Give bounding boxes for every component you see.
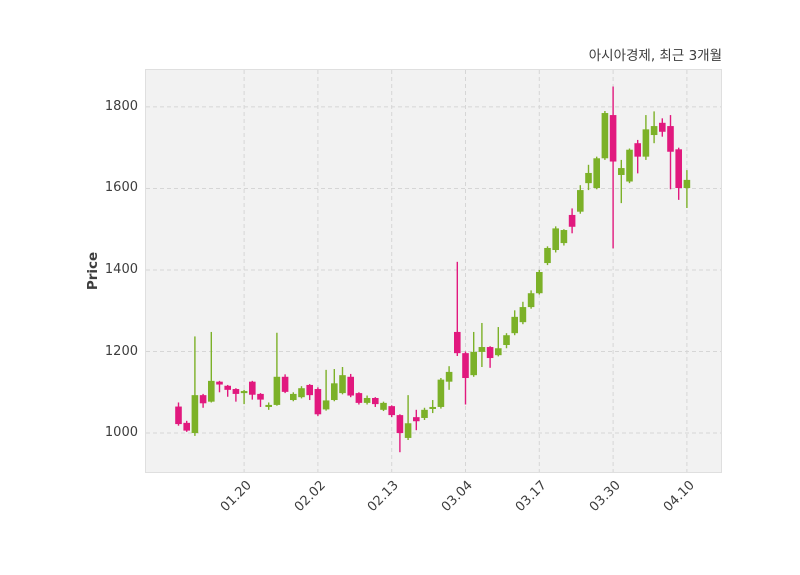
candle-body <box>191 395 199 434</box>
candle-wick <box>407 395 409 440</box>
candle-wick <box>235 388 237 402</box>
candle-body <box>437 379 445 407</box>
candle-body <box>495 348 502 356</box>
candle-body <box>388 406 395 416</box>
candle-body <box>650 126 658 136</box>
candle-wick <box>456 261 458 356</box>
candle-body <box>339 375 346 394</box>
candle-body <box>511 316 518 334</box>
candle-body <box>257 393 264 400</box>
y-tick-label: 1600 <box>104 180 138 196</box>
plot-background <box>145 69 722 473</box>
candlestick-svg <box>145 69 722 473</box>
candle-body <box>552 228 559 251</box>
candle-body <box>659 122 666 132</box>
candle-body <box>208 380 215 402</box>
candle-body <box>413 417 420 422</box>
candle-wick <box>194 336 196 436</box>
candle-wick <box>218 380 221 393</box>
candle-body <box>199 395 207 404</box>
candle-body <box>593 158 600 189</box>
candle-body <box>667 126 674 152</box>
candle-body <box>626 149 633 182</box>
candle-body <box>470 351 477 376</box>
candle-wick <box>259 393 262 407</box>
candle-wick <box>325 369 327 411</box>
candle-body <box>363 397 371 403</box>
candle-body <box>249 381 256 395</box>
candle-body <box>404 423 412 438</box>
candle-wick <box>620 159 622 204</box>
candle-body <box>634 143 641 157</box>
candle-body <box>331 383 338 401</box>
candle-body <box>429 406 436 409</box>
candle-body <box>232 389 240 394</box>
chart-title: 아시아경제, 최근 3개월 <box>588 48 722 64</box>
candle-body <box>609 115 617 162</box>
candle-body <box>536 272 543 294</box>
candle-body <box>544 247 551 264</box>
candle-wick <box>227 384 229 397</box>
candle-body <box>568 214 576 227</box>
y-tick-label: 1800 <box>104 98 138 114</box>
candle-body <box>642 129 650 157</box>
candle-wick <box>686 170 688 209</box>
candle-wick <box>243 389 245 405</box>
candle-wick <box>432 400 434 414</box>
y-tick-label: 1400 <box>104 261 138 277</box>
candle-body <box>577 190 584 212</box>
candle-body <box>601 113 609 159</box>
candle-body <box>396 415 404 434</box>
candle-body <box>675 149 682 189</box>
candle-wick <box>399 414 401 453</box>
candle-body <box>486 347 494 359</box>
candle-body <box>380 402 387 410</box>
candle-body <box>265 404 272 407</box>
candle-body <box>462 353 469 379</box>
x-tick-label-text: 04.10 <box>660 478 698 515</box>
candle-body <box>224 385 231 390</box>
candle-wick <box>481 322 483 368</box>
candle-body <box>519 307 527 323</box>
candle-body <box>273 376 281 405</box>
candle-body <box>421 409 428 418</box>
candle-body <box>314 389 322 415</box>
candle-body <box>683 179 691 189</box>
candle-body <box>290 393 297 401</box>
candle-body <box>183 422 190 431</box>
candle-body <box>618 168 625 175</box>
candle-body <box>585 172 592 184</box>
x-tick-label: 04.10 <box>577 478 698 515</box>
candle-body <box>527 293 535 308</box>
candle-body <box>560 230 568 244</box>
candle-wick <box>210 331 212 403</box>
plot-area <box>145 69 722 473</box>
candle-body <box>298 388 305 398</box>
candle-wick <box>276 332 278 406</box>
candle-body <box>347 376 354 396</box>
candle-body <box>281 376 289 392</box>
candle-body <box>240 391 248 394</box>
candle-body <box>503 335 510 345</box>
candle-wick <box>497 327 499 357</box>
candle-body <box>454 331 461 354</box>
candle-body <box>322 400 330 410</box>
candle-body <box>445 371 453 382</box>
candle-wick <box>669 115 672 190</box>
candle-wick <box>612 86 614 249</box>
candle-body <box>372 397 379 405</box>
candle-body <box>478 347 486 352</box>
candle-body <box>175 406 182 425</box>
y-tick-label: 1000 <box>104 425 138 441</box>
candle-body <box>355 393 363 403</box>
y-tick-label: 1200 <box>104 343 138 359</box>
candle-body <box>306 384 313 396</box>
candle-body <box>216 381 223 385</box>
